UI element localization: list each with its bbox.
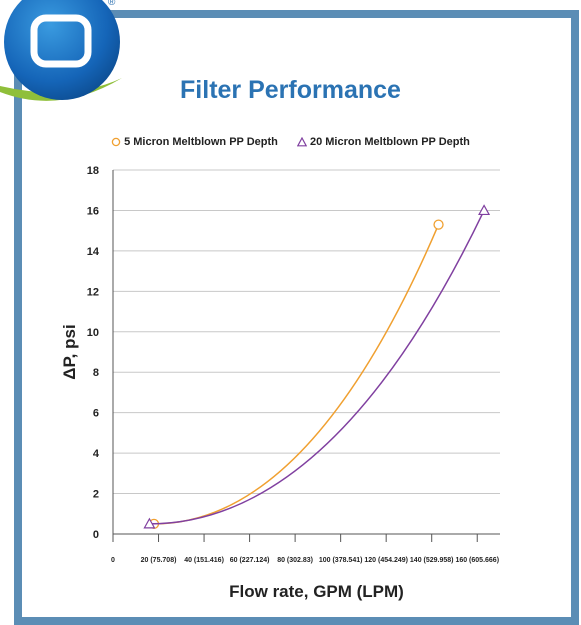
x-tick-label: 20 (75.708) xyxy=(141,557,177,564)
x-axis-label: Flow rate, GPM (LPM) xyxy=(229,582,404,601)
x-tick-label: 80 (302.83) xyxy=(277,557,313,564)
data-point xyxy=(478,204,491,216)
data-point xyxy=(143,517,156,529)
y-tick-label: 2 xyxy=(93,489,99,501)
x-tick-label: 140 (529.958) xyxy=(410,557,454,564)
chart-frame xyxy=(14,10,579,625)
x-tick-label: 0 xyxy=(111,557,115,564)
y-axis-label: ΔP, psi xyxy=(60,324,79,379)
y-tick-label: 18 xyxy=(87,165,99,177)
registered-mark-icon: ® xyxy=(108,0,116,8)
brand-logo-icon xyxy=(0,0,122,101)
x-tick-label: 60 (227.124) xyxy=(230,557,270,564)
y-tick-label: 6 xyxy=(93,408,99,420)
y-tick-label: 10 xyxy=(87,327,99,339)
y-tick-label: 16 xyxy=(87,205,99,217)
legend-item-5-micron: 5 Micron Meltblown PP Depth xyxy=(111,136,278,148)
x-tick-label: 100 (378.541) xyxy=(319,557,363,564)
chart-legend: 5 Micron Meltblown PP Depth 20 Micron Me… xyxy=(0,136,581,148)
series-line-1 xyxy=(153,224,440,525)
chart-title: Filter Performance xyxy=(180,76,401,104)
y-tick-label: 8 xyxy=(93,367,99,379)
legend-label: 20 Micron Meltblown PP Depth xyxy=(309,136,470,148)
x-tick-label: 40 (151.416) xyxy=(184,557,224,564)
data-point xyxy=(433,219,444,230)
triangle-marker-icon xyxy=(296,136,308,147)
x-tick-label: 160 (605.666) xyxy=(455,557,499,564)
series-line-2 xyxy=(149,210,485,525)
y-tick-label: 14 xyxy=(87,246,100,258)
y-tick-label: 12 xyxy=(87,286,99,298)
legend-label: 5 Micron Meltblown PP Depth xyxy=(124,136,278,148)
circle-marker-icon xyxy=(111,137,121,147)
x-tick-label: 120 (454.249) xyxy=(364,557,408,564)
y-tick-label: 0 xyxy=(93,529,99,541)
y-tick-label: 4 xyxy=(93,448,100,460)
legend-item-20-micron: 20 Micron Meltblown PP Depth xyxy=(296,136,470,148)
